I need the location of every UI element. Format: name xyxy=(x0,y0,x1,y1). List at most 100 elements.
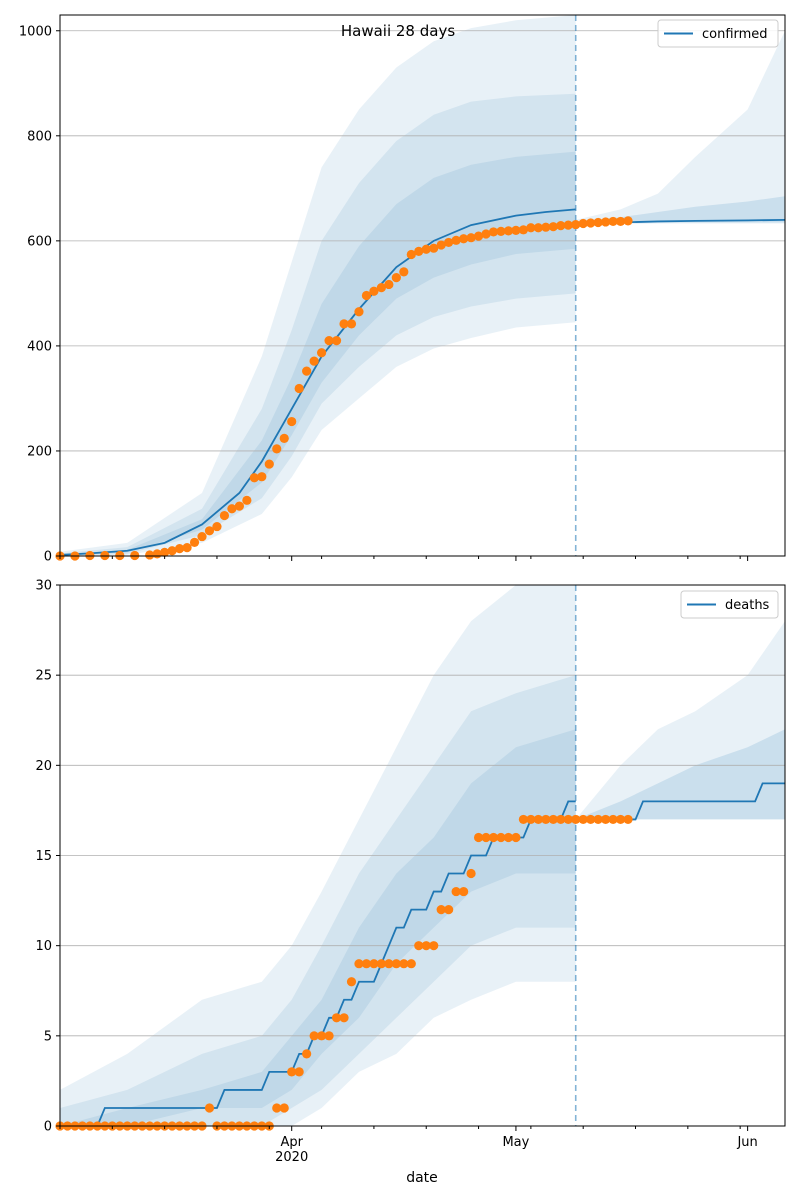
observed-point xyxy=(294,383,304,394)
observed-point xyxy=(503,226,514,236)
observed-point xyxy=(339,319,349,329)
observed-point xyxy=(503,832,514,843)
observed-point xyxy=(234,501,244,511)
observed-point xyxy=(331,1013,342,1023)
observed-point xyxy=(578,814,588,825)
observed-point xyxy=(384,959,394,969)
deaths-legend: deaths xyxy=(680,590,779,619)
observed-point xyxy=(346,319,357,329)
y-tick-label: 0 xyxy=(44,1120,52,1135)
deaths-y-ticks: 0 5 10 15 20 25 30 xyxy=(35,579,60,1135)
observed-point xyxy=(511,225,521,235)
band-outer xyxy=(60,15,576,556)
observed-point xyxy=(601,217,611,227)
x-tick-label: 2020 xyxy=(275,1150,308,1165)
observed-point xyxy=(466,868,476,879)
observed-point xyxy=(533,814,543,825)
observed-point xyxy=(615,814,626,825)
y-tick-label: 200 xyxy=(27,444,52,459)
observed-point xyxy=(227,504,237,514)
band-outer xyxy=(60,585,576,1126)
observed-point xyxy=(548,222,558,232)
observed-point xyxy=(481,832,491,843)
observed-point xyxy=(541,222,551,232)
observed-point xyxy=(249,473,259,483)
observed-point xyxy=(324,336,334,346)
x-tick-label: May xyxy=(502,1135,529,1150)
observed-point xyxy=(346,977,357,987)
observed-point xyxy=(488,832,499,843)
observed-point xyxy=(459,886,469,897)
observed-point xyxy=(115,550,125,561)
observed-point xyxy=(578,218,588,229)
y-tick-label: 0 xyxy=(44,550,52,565)
observed-point xyxy=(496,832,506,843)
observed-point xyxy=(174,544,185,554)
observed-point xyxy=(586,814,596,825)
observed-point xyxy=(316,348,327,358)
observed-point xyxy=(279,433,289,443)
observed-point xyxy=(518,814,529,825)
observed-point xyxy=(182,542,192,553)
observed-point xyxy=(533,223,543,233)
observed-point xyxy=(189,537,200,547)
observed-point xyxy=(593,217,603,228)
y-tick-label: 600 xyxy=(27,234,52,249)
observed-point xyxy=(571,814,581,825)
observed-point xyxy=(399,267,409,277)
observed-point xyxy=(444,237,454,248)
observed-point xyxy=(488,227,499,237)
y-tick-label: 800 xyxy=(27,129,52,144)
observed-point xyxy=(541,814,551,825)
confirmed-panel: 0 200 400 600 800 1000 Hawaii 28 days confirm… xyxy=(19,14,786,565)
observed-point xyxy=(361,959,372,969)
observed-point xyxy=(279,1103,289,1113)
observed-point xyxy=(85,550,95,561)
observed-point xyxy=(421,941,431,951)
legend-label-deaths: deaths xyxy=(725,598,770,613)
observed-point xyxy=(526,814,536,825)
observed-point xyxy=(556,221,566,231)
observed-point xyxy=(511,832,521,843)
observed-point xyxy=(316,1031,327,1041)
observed-point xyxy=(623,216,633,226)
observed-point xyxy=(623,814,633,825)
confirmed-legend: confirmed xyxy=(657,19,779,48)
band-forecast-inner xyxy=(575,729,785,820)
confirmed-axes-frame xyxy=(59,14,786,557)
observed-point xyxy=(436,905,446,915)
observed-point xyxy=(473,832,484,843)
legend-box xyxy=(657,19,779,48)
y-tick-label: 400 xyxy=(27,339,52,354)
observed-point xyxy=(526,223,536,233)
observed-point xyxy=(391,273,401,283)
confirmed-y-ticks: 0 200 400 600 800 1000 xyxy=(19,24,60,565)
observed-point xyxy=(130,550,140,561)
observed-point xyxy=(204,1103,215,1113)
x-axis-label: date xyxy=(406,1170,438,1186)
observed-point xyxy=(354,959,364,969)
observed-point xyxy=(399,959,409,969)
observed-point xyxy=(160,547,170,557)
observed-point xyxy=(556,814,566,825)
chart-title: Hawaii 28 days xyxy=(341,22,455,40)
observed-point xyxy=(571,219,581,230)
confirmed-observed-points xyxy=(55,216,633,561)
observed-point xyxy=(466,233,476,243)
observed-point xyxy=(376,959,386,969)
observed-point xyxy=(429,941,439,951)
observed-point xyxy=(197,531,207,542)
y-tick-label: 15 xyxy=(35,849,52,864)
observed-point xyxy=(593,814,603,825)
observed-point xyxy=(212,521,222,532)
observed-point xyxy=(204,526,215,536)
observed-point xyxy=(287,1067,297,1077)
legend-label-confirmed: confirmed xyxy=(702,27,768,42)
observed-point xyxy=(369,959,379,969)
observed-point xyxy=(406,249,416,260)
observed-point xyxy=(324,1031,334,1041)
observed-point xyxy=(100,550,110,561)
y-tick-label: 10 xyxy=(35,939,52,954)
observed-point xyxy=(384,279,394,290)
